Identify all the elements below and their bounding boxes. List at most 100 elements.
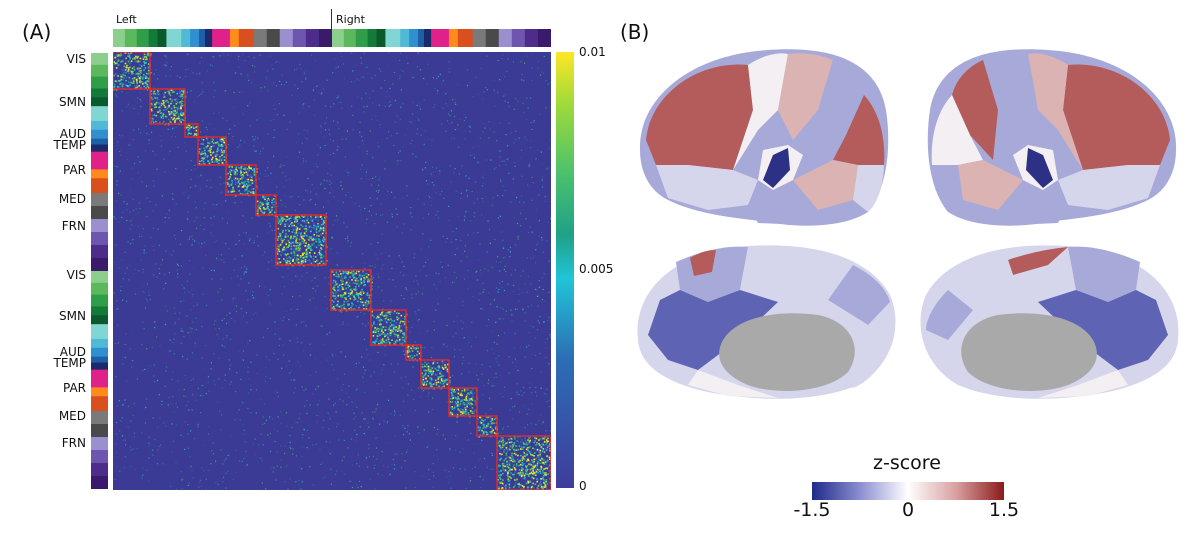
parcel-color-segment: [91, 88, 108, 98]
zscore-tick-zero: 0: [901, 499, 915, 521]
parcel-color-segment: [91, 369, 108, 388]
hemisphere-divider: [331, 9, 332, 29]
parcel-color-segment: [91, 193, 108, 207]
parcel-color-segment: [91, 362, 108, 371]
parcel-color-segment: [91, 178, 108, 194]
parcel-color-segment: [136, 29, 150, 47]
matrix-colorbar-tick-max: 0.01: [579, 45, 606, 59]
parcel-color-segment: [524, 29, 539, 47]
parcel-color-segment: [266, 29, 281, 47]
network-block-outline: [149, 88, 186, 125]
network-block-outline: [113, 52, 151, 90]
parcel-color-segment: [91, 424, 108, 438]
network-block-outline: [330, 269, 372, 311]
parcel-color-segment: [305, 29, 320, 47]
parcel-color-segment: [457, 29, 474, 47]
parcel-color-segment: [91, 476, 108, 489]
parcel-color-segment: [91, 463, 108, 477]
network-block-outline: [197, 136, 227, 166]
parcel-color-segment: [292, 29, 307, 47]
zscore-tick-min: -1.5: [793, 499, 831, 521]
parcel-color-segment: [91, 97, 108, 107]
parcel-color-segment: [423, 29, 432, 47]
parcel-color-segment: [472, 29, 487, 47]
parcel-color-segment: [91, 271, 108, 284]
parcel-color-segment: [498, 29, 513, 47]
parcel-color-segment: [124, 29, 138, 47]
parcel-color-segment: [166, 29, 182, 47]
network-label-frn-right: FRN: [61, 436, 86, 450]
left-lateral-brain: [639, 49, 889, 226]
brain-surface-maps: [637, 49, 1179, 399]
parcel-color-segment: [212, 29, 231, 47]
panel-a-label: (A): [22, 20, 52, 44]
parcel-color-segment: [148, 29, 159, 47]
network-label-temp-right: TEMP: [53, 356, 86, 370]
parcel-color-segment: [91, 411, 108, 425]
parcel-color-segment: [91, 294, 108, 307]
network-block-outlines: [113, 52, 551, 490]
parcel-color-segment: [511, 29, 526, 47]
parcel-color-segment: [91, 106, 108, 122]
matrix-colorbar-tick-min: 0: [579, 479, 587, 493]
connectivity-matrix: [113, 52, 551, 490]
parcel-color-segment: [91, 347, 108, 358]
parcel-color-segment: [91, 258, 108, 272]
parcel-color-segment: [91, 151, 108, 170]
network-label-par-right: PAR: [62, 381, 86, 395]
zscore-tick-max: 1.5: [988, 499, 1020, 521]
parcel-color-segment: [91, 219, 108, 233]
parcel-color-segment: [367, 29, 378, 47]
right-medial-brain: [920, 245, 1179, 399]
parcel-color-segment: [91, 76, 108, 89]
network-label-frn-left: FRN: [61, 219, 86, 233]
parcel-color-segment: [91, 282, 108, 296]
right-lateral-brain: [927, 49, 1177, 226]
parcel-color-segment: [204, 29, 213, 47]
parcel-color-segment: [199, 29, 206, 47]
parcel-color-segment: [229, 29, 240, 47]
parcel-color-segment: [190, 29, 200, 47]
parcel-color-segment: [355, 29, 369, 47]
zscore-colorbar-title: z-score: [873, 452, 941, 474]
parcel-color-segment: [376, 29, 386, 47]
network-block-outline: [184, 123, 199, 138]
parcel-color-segment: [238, 29, 255, 47]
parcel-color-segment: [318, 29, 333, 47]
parcel-color-segment: [91, 450, 108, 464]
network-block-outline: [225, 164, 257, 196]
zscore-colorbar: [812, 482, 1004, 500]
parcel-color-segment: [400, 29, 410, 47]
hemisphere-label-left: Left: [116, 13, 137, 26]
parcel-color-segment: [91, 356, 108, 364]
parcel-color-segment: [91, 306, 108, 316]
matrix-colorbar: [556, 52, 574, 488]
parcel-color-segment: [253, 29, 268, 47]
parcel-color-segment: [91, 245, 108, 259]
network-block-outline: [405, 344, 422, 361]
hemisphere-label-right: Right: [336, 13, 365, 26]
top-parcel-strip: [113, 29, 551, 47]
parcel-color-segment: [279, 29, 294, 47]
parcel-color-segment: [91, 169, 108, 179]
parcel-color-segment: [91, 206, 108, 220]
parcel-color-segment: [91, 387, 108, 397]
matrix-colorbar-tick-mid: 0.005: [579, 262, 614, 276]
network-label-vis-right: VIS: [66, 268, 86, 282]
parcel-color-segment: [409, 29, 419, 47]
network-block-outline: [448, 387, 478, 417]
parcel-color-segment: [91, 338, 108, 349]
parcel-color-segment: [91, 120, 108, 131]
parcel-color-segment: [418, 29, 425, 47]
network-block-outline: [255, 194, 277, 216]
network-label-temp-left: TEMP: [53, 138, 86, 152]
network-label-aud-right: AUD: [59, 345, 86, 359]
network-label-smn-right: SMN: [59, 309, 86, 323]
parcel-color-segment: [431, 29, 450, 47]
network-label-med-left: MED: [58, 192, 86, 206]
left-medial-brain: [637, 245, 896, 399]
parcel-color-segment: [91, 138, 108, 146]
network-block-outline: [420, 359, 450, 389]
parcel-color-segment: [485, 29, 500, 47]
left-parcel-strip: [91, 53, 108, 489]
